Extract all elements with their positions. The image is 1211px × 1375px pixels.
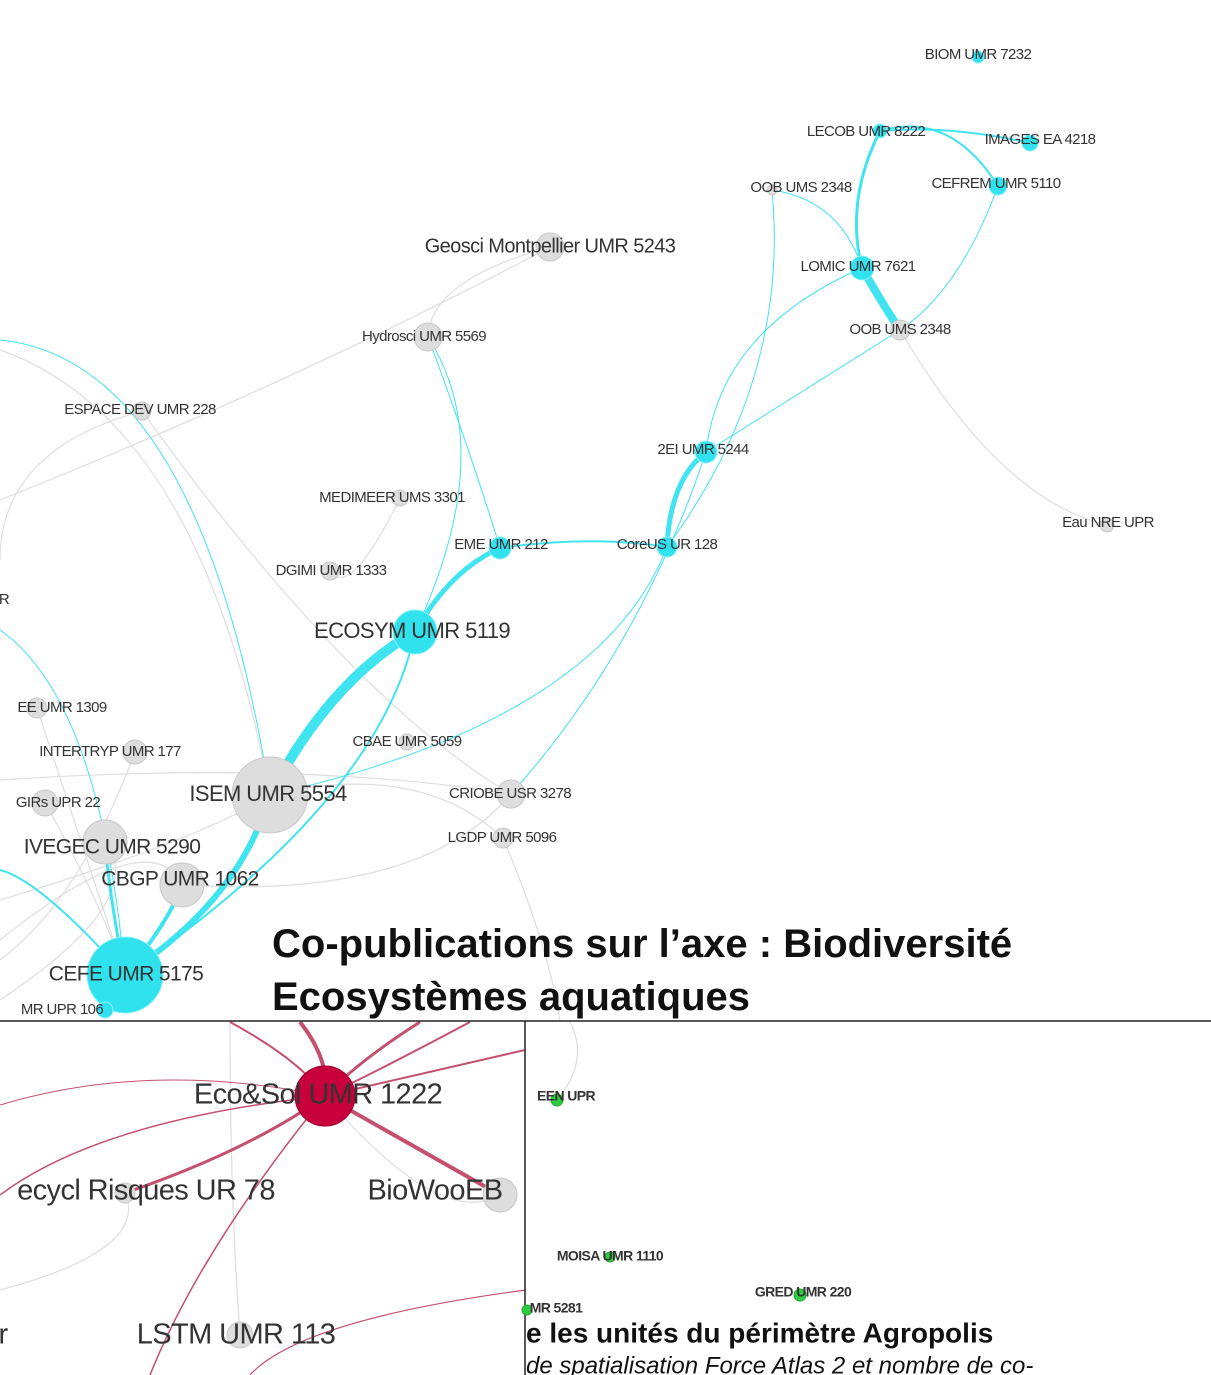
node — [26, 697, 48, 719]
node — [114, 1182, 136, 1204]
node — [82, 819, 128, 865]
node-label: BIOM UMR 7232 — [925, 46, 1032, 63]
node — [86, 936, 164, 1014]
node — [1021, 134, 1039, 152]
node-label: CBGP UMR 1062 — [101, 868, 259, 891]
node — [392, 609, 438, 655]
node-label: DGIMI UMR 1333 — [276, 562, 387, 579]
caption-line: e les unités du périmètre Agropolis — [526, 1317, 993, 1348]
node-label: Hydrosci UMR 5569 — [362, 328, 486, 345]
right-panel — [526, 1021, 1211, 1375]
node — [1099, 517, 1115, 533]
node-label: R — [0, 591, 10, 608]
node-label: MR UPR 106 — [21, 1001, 104, 1018]
node-label: ecycl Risques UR 78 — [17, 1175, 275, 1207]
node-label: MEDIMEER UMS 3301 — [319, 489, 465, 506]
node — [793, 1288, 807, 1302]
node-label: ISEM UMR 5554 — [189, 781, 347, 806]
crimson-edges — [0, 1020, 527, 1375]
node-label: EEN UPR — [537, 1088, 596, 1104]
node — [226, 1321, 254, 1349]
node-label: Eco&Sol UMR 1222 — [194, 1079, 442, 1111]
node-label: LGDP UMR 5096 — [448, 829, 557, 846]
node-label: LOMIC UMR 7621 — [801, 258, 916, 275]
node — [694, 440, 718, 464]
node-label: 2EI UMR 5244 — [657, 441, 748, 458]
node — [889, 319, 911, 341]
node — [398, 733, 416, 751]
node — [391, 489, 409, 507]
caption-line: de spatialisation Force Atlas 2 et nombr… — [526, 1352, 1033, 1375]
node-label: GRED UMR 220 — [755, 1284, 852, 1300]
node-label: CoreUS UR 128 — [617, 536, 718, 553]
node — [320, 561, 340, 581]
node — [413, 322, 443, 352]
node — [122, 739, 148, 765]
node-label: MOISA UMR 1110 — [557, 1248, 664, 1264]
node-label: LECOB UMR 8222 — [807, 123, 926, 140]
node-label: Geosci Montpellier UMR 5243 — [425, 235, 676, 257]
node-label: GIRs UPR 22 — [16, 794, 101, 811]
node — [604, 1251, 616, 1263]
node-label: OOB UMS 2348 — [849, 321, 950, 338]
node-label: INTERTRYP UMR 177 — [39, 743, 181, 760]
node-label: Eau NRE UPR — [1062, 514, 1155, 531]
node-label: CEFREM UMR 5110 — [931, 175, 1060, 192]
node — [96, 1001, 114, 1019]
node-label: CRIOBE USR 3278 — [449, 785, 571, 802]
node — [521, 1304, 533, 1316]
node — [535, 232, 565, 262]
node-label: OOB UMS 2348 — [750, 179, 851, 196]
node — [849, 255, 875, 281]
title-line: Co-publications sur l’axe : Biodiversité — [272, 922, 1012, 966]
node — [132, 401, 152, 421]
node — [31, 789, 59, 817]
left-panel — [0, 1021, 526, 1375]
nodes: BIOM UMR 7232 LECOB UMR 8222 IMAGES EA 421… — [0, 46, 1155, 1351]
node — [294, 1065, 356, 1127]
gray-edges — [0, 246, 1108, 1023]
node — [496, 779, 526, 809]
node-label: MR 5281 — [530, 1300, 583, 1316]
node — [988, 176, 1008, 196]
node-label: EE UMR 1309 — [17, 699, 107, 716]
node-label: CBAE UMR 5059 — [353, 733, 462, 750]
node-label: IMAGES EA 4218 — [985, 131, 1096, 148]
title-line: Ecosystèmes aquatiques — [272, 975, 750, 1019]
node — [488, 536, 512, 560]
node-label: EME UMR 212 — [454, 536, 548, 553]
node — [492, 827, 514, 849]
node — [971, 50, 985, 64]
node — [766, 184, 778, 196]
node — [550, 1093, 564, 1107]
node — [872, 123, 888, 139]
node-label: LSTM UMR 113 — [137, 1319, 336, 1351]
node — [656, 536, 678, 558]
node-label: IVEGEC UMR 5290 — [24, 836, 201, 859]
node-label: r — [0, 1319, 8, 1351]
node-label: ESPACE DEV UMR 228 — [64, 401, 216, 418]
node — [159, 862, 205, 908]
node-label: BioWooEB — [368, 1175, 503, 1207]
node-label: ECOSYM UMR 5119 — [314, 618, 510, 643]
node — [231, 756, 309, 834]
node — [482, 1177, 518, 1213]
node-label: CEFE UMR 5175 — [49, 963, 203, 986]
